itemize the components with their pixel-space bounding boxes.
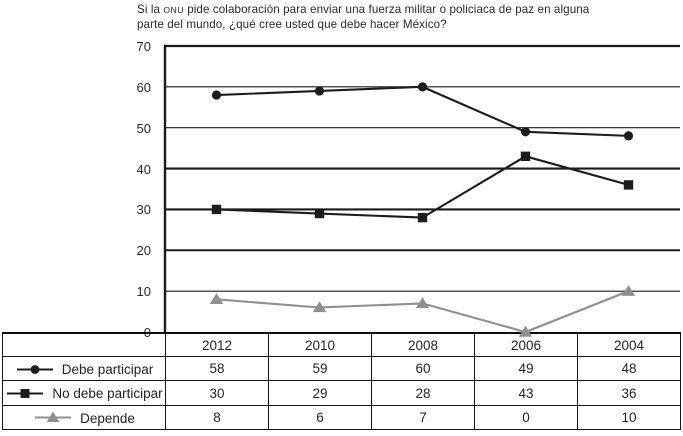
series-line-debe-participar — [216, 85, 629, 137]
y-axis-label-60: 60 — [136, 79, 151, 95]
year-header-cell-2006: 2006 — [474, 332, 578, 357]
data-point-debe-participar-2006 — [520, 127, 531, 137]
data-point-no-debe-participar-2012 — [211, 204, 222, 215]
legend-label-debe-participar: Debe participar — [61, 361, 154, 377]
year-header-row: 2012 2010 2008 2006 2004 — [2, 332, 681, 357]
title-line2: parte del mundo, ¿qué cree usted que deb… — [137, 17, 447, 31]
value-cell-no-debe-participar-2004: 36 — [577, 380, 681, 406]
value-cell-depende-2004: 10 — [577, 404, 681, 431]
value-cell-debe-participar-2010: 59 — [268, 355, 372, 382]
value-cell-depende-2008: 7 — [371, 404, 475, 431]
y-axis-label-70: 70 — [136, 39, 151, 54]
series-row-debe-participar: Debe participar 58 59 60 49 48 — [2, 355, 681, 382]
value-cell-debe-participar-2008: 60 — [371, 355, 475, 382]
data-point-depende-2004 — [621, 284, 636, 296]
data-point-debe-participar-2008 — [417, 82, 428, 92]
title-line1-text: Si la — [137, 3, 164, 16]
data-point-depende-2012 — [209, 293, 224, 305]
data-point-depende-2010 — [312, 301, 327, 313]
data-point-no-debe-participar-2008 — [417, 212, 428, 223]
series-line-no-debe-participar — [216, 155, 629, 219]
square-marker-legend-icon — [7, 389, 44, 399]
title-line1-rest: pide colaboración para enviar una fuerza… — [183, 3, 590, 16]
chart-title: Si la ONU pide colaboración para enviar … — [137, 3, 682, 32]
legend-cell-depende: Depende — [2, 404, 166, 431]
legend-label-no-debe-participar: No debe participar — [52, 386, 163, 402]
legend-marker-no-debe-participar — [20, 389, 30, 399]
data-table-container: 2012 2010 2008 2006 2004 Debe participar 58 59 6… — [2, 332, 681, 431]
legend-label-depende: Depende — [80, 410, 135, 426]
value-cell-debe-participar-2012: 58 — [165, 355, 269, 382]
legend-cell-no-debe-participar: No debe participar — [2, 380, 166, 406]
value-cell-depende-2010: 6 — [268, 404, 372, 431]
year-header-cell-2010: 2010 — [268, 332, 372, 357]
value-cell-no-debe-participar-2010: 29 — [268, 380, 372, 406]
year-header-cell-2008: 2008 — [371, 332, 475, 357]
series-line-depende — [216, 290, 629, 334]
legend-cell-debe-participar: Debe participar — [2, 355, 166, 382]
series-row-depende: Depende 8 6 7 0 10 — [2, 404, 681, 431]
y-axis-label-40: 40 — [136, 161, 151, 177]
triangle-marker-legend-icon — [35, 412, 72, 423]
year-header-cell-2004: 2004 — [577, 332, 681, 357]
data-point-no-debe-participar-2004 — [623, 180, 634, 190]
value-cell-debe-participar-2006: 49 — [474, 355, 578, 382]
legend-marker-debe-participar — [30, 364, 40, 374]
y-axis-label-30: 30 — [136, 202, 151, 218]
data-table: 2012 2010 2008 2006 2004 Debe participar 58 59 6… — [2, 332, 681, 431]
y-axis-label-20: 20 — [136, 243, 151, 259]
value-cell-depende-2012: 8 — [165, 404, 269, 431]
series-row-no-debe-participar: No debe participar 30 29 28 43 36 — [2, 380, 681, 406]
data-point-depende-2008 — [415, 297, 430, 309]
value-cell-no-debe-participar-2006: 43 — [474, 380, 578, 406]
data-point-no-debe-participar-2010 — [314, 208, 325, 219]
circle-marker-legend-icon — [16, 364, 53, 374]
data-point-debe-participar-2012 — [211, 90, 222, 100]
data-point-debe-participar-2010 — [314, 86, 325, 96]
y-axis-label-50: 50 — [136, 120, 151, 136]
value-cell-no-debe-participar-2008: 28 — [371, 380, 475, 406]
legend-marker-depende — [46, 412, 60, 423]
value-cell-debe-participar-2004: 48 — [577, 355, 681, 382]
onu-smallcaps: ONU — [163, 5, 184, 15]
legend-column-spacer — [2, 332, 166, 357]
data-point-no-debe-participar-2006 — [520, 151, 531, 162]
year-header-cell-2012: 2012 — [165, 332, 269, 357]
y-axis-label-10: 10 — [136, 284, 151, 300]
value-cell-depende-2006: 0 — [474, 404, 578, 431]
value-cell-no-debe-participar-2012: 30 — [165, 380, 269, 406]
data-point-debe-participar-2004 — [623, 131, 634, 141]
